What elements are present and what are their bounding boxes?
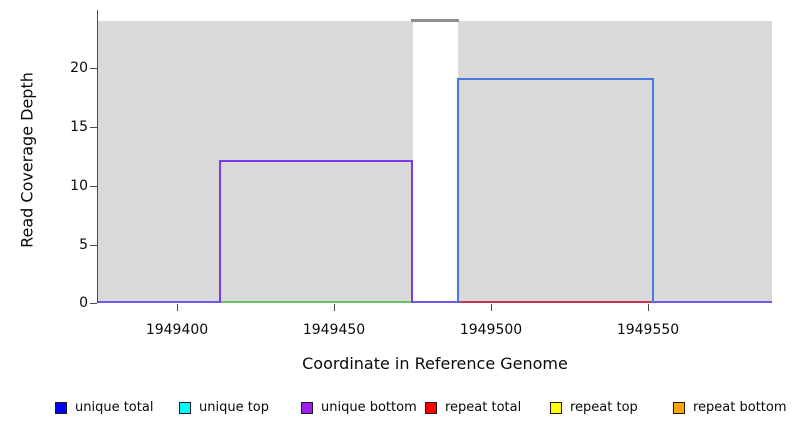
unique-bottom-swatch-icon (301, 401, 313, 414)
legend-label: unique total (75, 400, 154, 415)
baseline-top-strand-under-unique-bottom (221, 301, 411, 303)
coverage-background-region-right (458, 21, 772, 303)
offscale-coverage-segment (411, 19, 459, 22)
x-tick-1949500 (491, 304, 492, 311)
repeat-bottom-swatch-icon (673, 401, 685, 414)
unique-total-coverage-box (457, 78, 654, 303)
unique-total-swatch-icon (55, 401, 67, 414)
coverage-background-region-left (97, 21, 413, 303)
legend-label: unique bottom (321, 400, 417, 415)
y-tick-label-20: 20 (70, 60, 88, 76)
y-tick-label-0: 0 (79, 295, 88, 311)
y-axis-line (97, 10, 98, 303)
y-tick-20 (90, 68, 97, 69)
baseline-unique-left (97, 301, 219, 303)
unique-bottom-coverage-box (219, 160, 413, 303)
legend-label: repeat top (570, 400, 638, 415)
unique-top-swatch-icon (179, 401, 191, 414)
legend-label: repeat total (445, 400, 522, 415)
legend-item-repeat-total: repeat total (425, 399, 521, 416)
legend-item-repeat-bottom: repeat bottom (673, 399, 787, 416)
y-tick-5 (90, 245, 97, 246)
y-tick-label-10: 10 (70, 178, 88, 194)
y-tick-label-15: 15 (70, 119, 88, 135)
baseline-unique-gap (413, 301, 457, 303)
y-tick-label-5: 5 (79, 237, 88, 253)
repeat-top-swatch-icon (550, 401, 562, 414)
x-tick-1949450 (334, 304, 335, 311)
y-axis-title: Read Coverage Depth (17, 72, 37, 248)
legend-item-unique-top: unique top (179, 399, 269, 416)
y-tick-15 (90, 127, 97, 128)
baseline-repeat-under-unique-total (459, 301, 652, 303)
x-tick-1949550 (648, 304, 649, 311)
x-axis-title: Coordinate in Reference Genome (302, 354, 568, 373)
legend-label: unique top (199, 400, 270, 415)
legend-label: repeat bottom (693, 400, 787, 415)
x-tick-label-1949500: 1949500 (459, 322, 523, 338)
x-tick-1949400 (177, 304, 178, 311)
legend-item-repeat-top: repeat top (550, 399, 638, 416)
legend-item-unique-total: unique total (55, 399, 153, 416)
x-tick-label-1949550: 1949550 (616, 322, 680, 338)
x-tick-label-1949400: 1949400 (145, 322, 209, 338)
baseline-unique-right (654, 301, 772, 303)
y-tick-0 (90, 303, 97, 304)
x-tick-label-1949450: 1949450 (302, 322, 366, 338)
y-tick-10 (90, 186, 97, 187)
repeat-total-swatch-icon (425, 401, 437, 414)
legend-item-unique-bottom: unique bottom (301, 399, 417, 416)
